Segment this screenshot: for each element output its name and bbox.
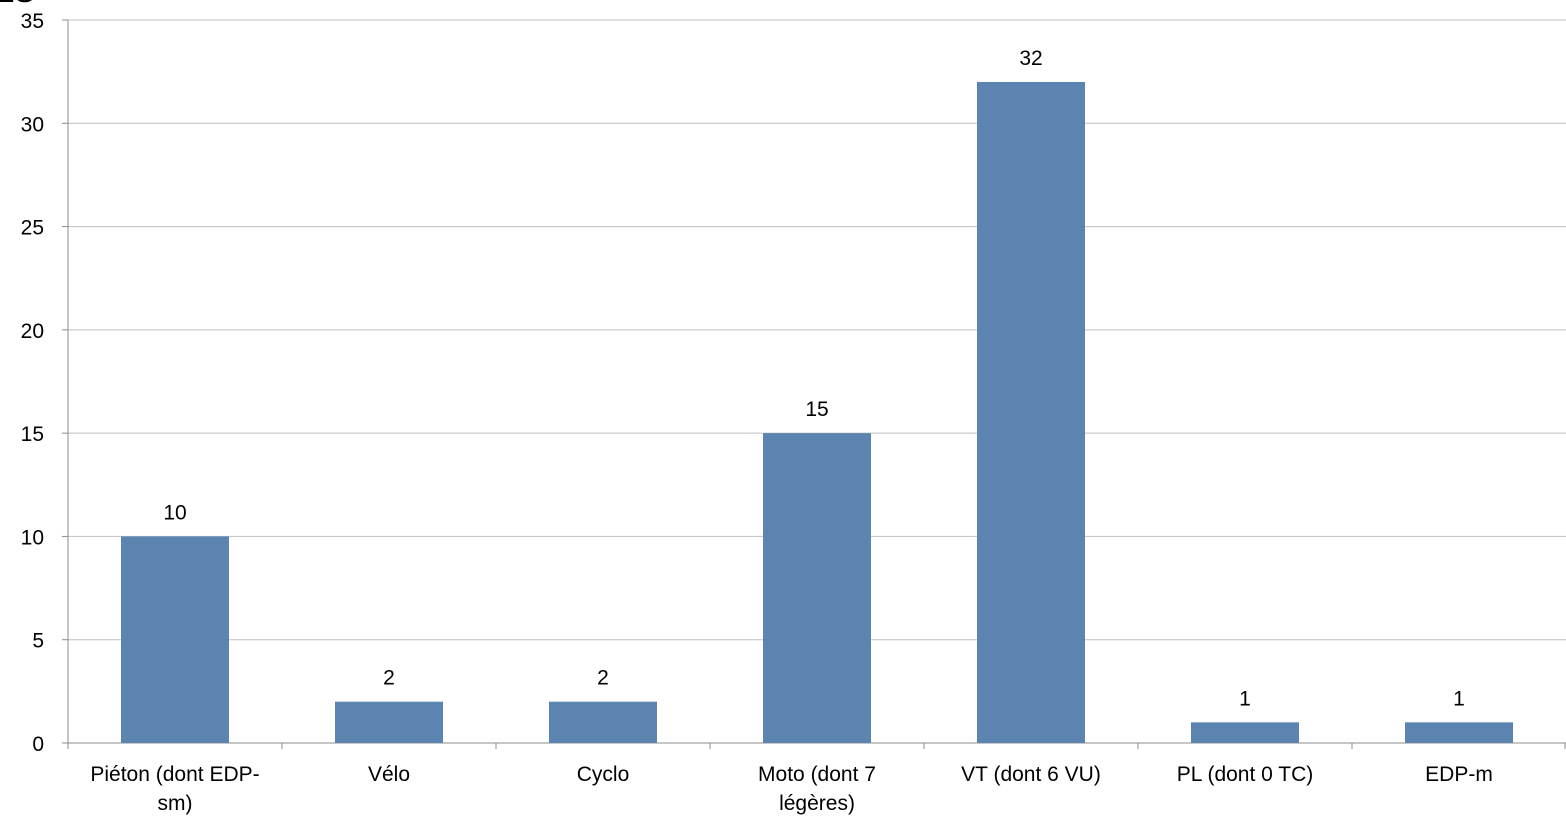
x-tick-label: VT (dont 6 VU) — [961, 763, 1101, 786]
y-tick-label: 0 — [32, 733, 44, 756]
bar — [763, 433, 871, 743]
data-label: 2 — [597, 667, 609, 690]
x-tick-label: EDP-m — [1425, 763, 1493, 786]
x-tick-label-line: PL (dont 0 TC) — [1177, 763, 1314, 786]
x-tick-label: Cyclo — [577, 763, 630, 786]
x-tick-label-line: Moto (dont 7 — [758, 763, 876, 786]
x-tick-label: Vélo — [368, 763, 410, 786]
x-tick-label-line: Cyclo — [577, 763, 630, 786]
y-tick-label: 5 — [32, 630, 44, 653]
x-tick-label-line: légères) — [779, 792, 855, 815]
data-label: 2 — [383, 667, 395, 690]
clipped-title-fragment: 2S — [0, 0, 35, 8]
x-tick-label-line: Vélo — [368, 763, 410, 786]
x-tick-label: PL (dont 0 TC) — [1177, 763, 1314, 786]
bar — [335, 701, 443, 743]
bar — [1405, 722, 1513, 743]
data-label: 10 — [163, 501, 186, 524]
y-tick-label: 35 — [21, 10, 44, 33]
data-label: 1 — [1239, 687, 1251, 710]
x-tick-label-line: sm) — [158, 792, 193, 815]
x-tick-label: Piéton (dont EDP-sm) — [90, 763, 259, 815]
bar — [549, 701, 657, 743]
data-label: 15 — [805, 398, 828, 421]
bar — [1191, 722, 1299, 743]
bar — [977, 81, 1085, 743]
data-label: 1 — [1453, 687, 1465, 710]
x-tick-label-line: VT (dont 6 VU) — [961, 763, 1101, 786]
y-tick-label: 30 — [21, 113, 44, 136]
bar — [121, 536, 229, 743]
data-label: 32 — [1019, 47, 1042, 70]
y-tick-label: 25 — [21, 217, 44, 240]
x-tick-label: Moto (dont 7 légères) — [758, 763, 876, 815]
x-tick-label-line: Piéton (dont EDP- — [90, 763, 259, 786]
y-tick-label: 10 — [21, 526, 44, 549]
x-tick-label-line: EDP-m — [1425, 763, 1493, 786]
y-tick-label: 15 — [21, 423, 44, 446]
y-tick-label: 20 — [21, 320, 44, 343]
